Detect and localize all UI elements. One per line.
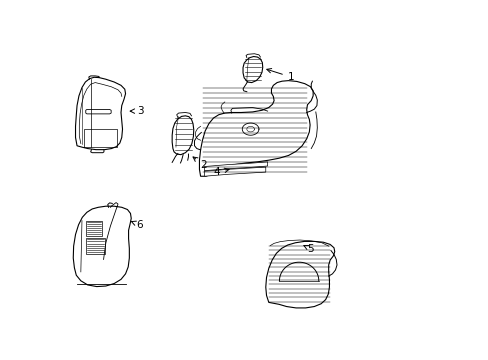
Text: 3: 3 [130,106,143,116]
Polygon shape [204,167,265,176]
Polygon shape [73,206,131,287]
Polygon shape [75,77,125,150]
Polygon shape [204,162,267,171]
Text: 2: 2 [193,157,207,170]
Polygon shape [85,109,111,114]
Polygon shape [172,116,193,155]
Text: 4: 4 [213,167,228,177]
Polygon shape [199,81,312,176]
Polygon shape [85,238,104,254]
Polygon shape [265,242,334,308]
Text: 5: 5 [303,244,313,254]
Text: 6: 6 [130,220,142,230]
Polygon shape [85,221,102,236]
Polygon shape [243,57,262,82]
Text: 1: 1 [266,68,294,82]
